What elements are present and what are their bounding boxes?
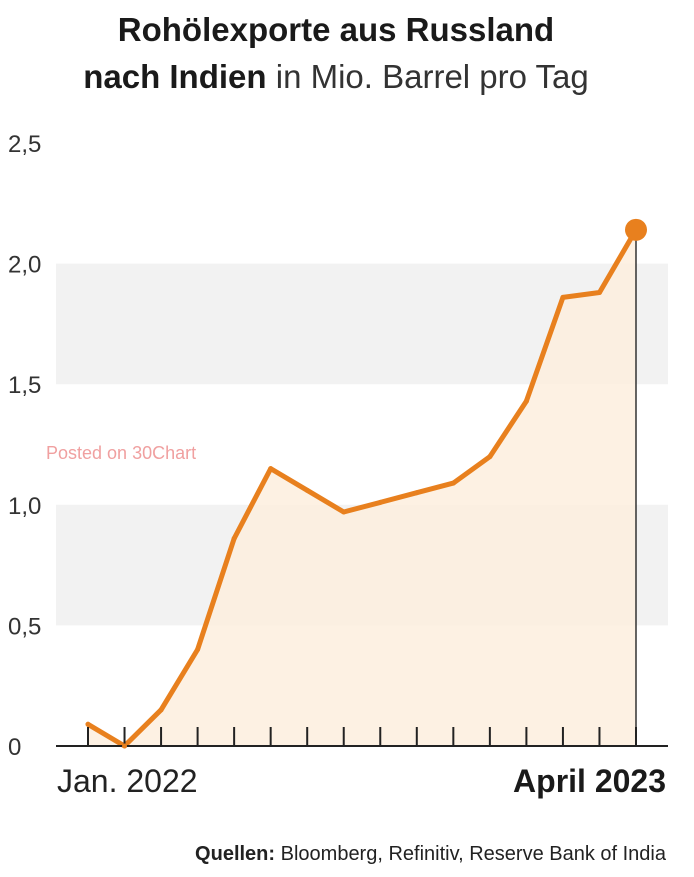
area-fill	[88, 229, 636, 747]
data-point	[122, 743, 128, 749]
data-point	[231, 536, 237, 542]
source-note: Quellen: Bloomberg, Refinitiv, Reserve B…	[195, 843, 666, 866]
data-point	[450, 480, 456, 486]
x-label-end: April 2023	[513, 763, 666, 799]
data-point	[158, 707, 164, 713]
title-line-2-unit: in Mio. Barrel pro Tag	[275, 58, 589, 95]
data-point	[377, 499, 383, 505]
data-point	[195, 647, 201, 653]
x-label-start: Jan. 2022	[57, 763, 198, 799]
y-tick-label: 1,0	[8, 493, 41, 520]
y-tick-label: 0	[8, 734, 21, 761]
source-label: Quellen:	[195, 843, 276, 865]
y-tick-label: 2,0	[8, 252, 41, 279]
title-line-2: nach Indien in Mio. Barrel pro Tag	[0, 53, 672, 100]
data-points	[85, 227, 639, 749]
chart-title: Rohölexporte aus Russland nach Indien in…	[0, 6, 672, 100]
data-point	[341, 509, 347, 515]
y-tick-label: 0,5	[8, 613, 41, 640]
data-point	[596, 290, 602, 296]
data-point	[414, 490, 420, 496]
title-line-2-bold: nach Indien	[83, 58, 267, 95]
watermark-text: Posted on 30Chart	[46, 443, 197, 463]
y-axis-ticks: 0 0,5 1,0 1,5 2,0 2,5	[8, 131, 41, 761]
source-text: Bloomberg, Refinitiv, Reserve Bank of In…	[280, 843, 666, 865]
y-tick-label: 2,5	[8, 131, 41, 158]
data-point	[85, 721, 91, 727]
y-tick-label: 1,5	[8, 372, 41, 399]
data-point	[268, 466, 274, 472]
x-axis-ticks	[87, 727, 637, 746]
data-point	[304, 487, 310, 493]
data-point	[523, 398, 529, 404]
series-line	[85, 227, 639, 749]
data-point	[560, 294, 566, 300]
data-point	[487, 454, 493, 460]
data-point	[633, 227, 639, 233]
title-line-1: Rohölexporte aus Russland	[117, 11, 555, 48]
